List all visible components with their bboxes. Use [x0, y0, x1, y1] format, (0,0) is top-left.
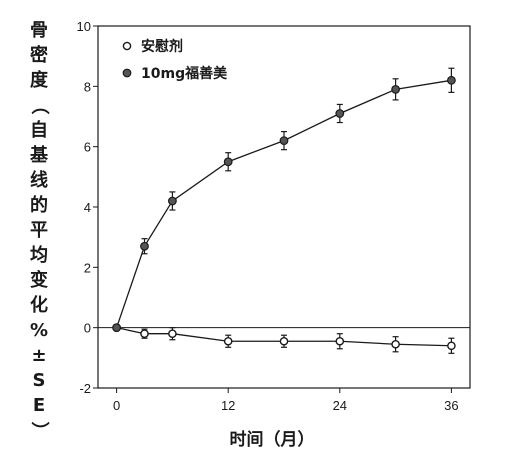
y-axis-title-char: 骨 — [30, 20, 48, 41]
legend-marker-open — [122, 41, 132, 51]
y-tick-label: 6 — [84, 140, 91, 155]
legend: 安慰剂 10mg福善美 — [122, 38, 228, 82]
series-line — [115, 79, 452, 328]
data-point — [391, 339, 400, 349]
data-point — [223, 157, 233, 167]
y-axis-title-char: ± — [31, 345, 47, 366]
data-point — [447, 75, 456, 85]
y-axis-title-char: % — [29, 320, 49, 341]
series-line — [116, 327, 452, 347]
y-tick-label: 8 — [84, 79, 91, 94]
data-point — [167, 196, 177, 206]
data-point — [279, 136, 289, 146]
y-axis-title-char: 变 — [30, 270, 48, 291]
y-axis-title-char: 的 — [30, 195, 48, 216]
x-axis-title: 时间（月） — [230, 429, 315, 450]
y-tick-label: -2 — [79, 381, 91, 396]
y-axis-title-char: S — [32, 370, 46, 391]
series-layer — [112, 67, 456, 354]
y-axis-title-char: 自 — [30, 120, 48, 141]
y-axis-title-char: 密 — [30, 45, 48, 66]
series-treatment — [112, 67, 456, 333]
data-point — [140, 241, 149, 251]
data-point — [279, 336, 289, 346]
legend-label: 10mg福善美 — [141, 65, 228, 82]
data-point — [391, 84, 401, 94]
y-tick-label: 10 — [77, 19, 91, 34]
y-axis-title-char: 平 — [30, 220, 48, 241]
y-axis-title: 骨密度（自基线的平均变化% ± S E） — [22, 18, 56, 443]
y-axis-title-char: E — [32, 395, 46, 416]
data-point — [447, 341, 456, 351]
legend-label: 安慰剂 — [141, 38, 183, 55]
y-tick-label: 0 — [84, 321, 91, 336]
data-point — [168, 329, 177, 339]
y-axis-title-char: 度 — [30, 70, 48, 91]
data-point — [223, 336, 233, 346]
y-tick-label: 2 — [84, 260, 91, 275]
x-tick-label: 24 — [333, 398, 347, 413]
y-tick-label: 4 — [84, 200, 91, 215]
data-point — [112, 323, 121, 333]
data-point — [335, 109, 345, 118]
data-point — [140, 329, 149, 339]
y-axis-title-char: 基 — [30, 145, 48, 166]
x-tick-label: 36 — [444, 398, 458, 413]
legend-marker-filled — [122, 68, 132, 78]
x-tick-label: 0 — [113, 398, 120, 413]
x-tick-label: 12 — [221, 398, 235, 413]
y-axis-title-char: 化 — [30, 295, 48, 316]
y-axis-title-char: 线 — [30, 170, 48, 191]
series-placebo — [112, 323, 456, 354]
data-point — [335, 336, 345, 346]
y-axis-title-char: 均 — [30, 245, 48, 266]
